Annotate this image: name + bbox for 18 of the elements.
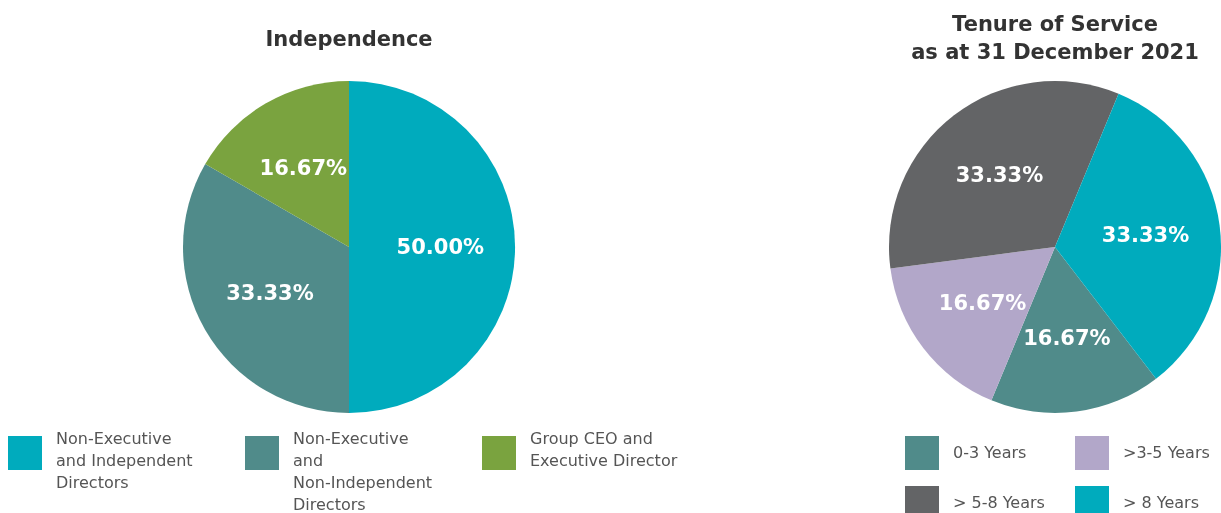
data-label: 16.67% [259,156,348,181]
pie-slice [349,81,515,413]
legend-label: Group CEO and Executive Director [530,429,678,470]
slice-label: Non-Executive and Non-Independent Directors [293,429,433,513]
data-label: 16.67% [938,290,1027,315]
data-label: 33.33% [955,162,1044,187]
data-label: 33.33% [226,281,314,306]
legend-label: >3-5 Years [1123,443,1210,462]
chart-title: Tenure of Service as at 31 December 2021 [911,12,1199,64]
data-label: 50.00% [396,235,485,260]
chart-title: Independence [265,27,433,51]
legend-label: > 5-8 Years [953,493,1045,512]
pie-slice [205,81,349,247]
legend-label: > 8 Years [1123,493,1199,512]
legend-label: Non-Executive and Independent Directors [56,429,193,492]
legend-label: 0-3 Years [953,443,1027,462]
data-label: 16.67% [1023,325,1111,350]
data-label: 33.33% [1101,223,1190,248]
